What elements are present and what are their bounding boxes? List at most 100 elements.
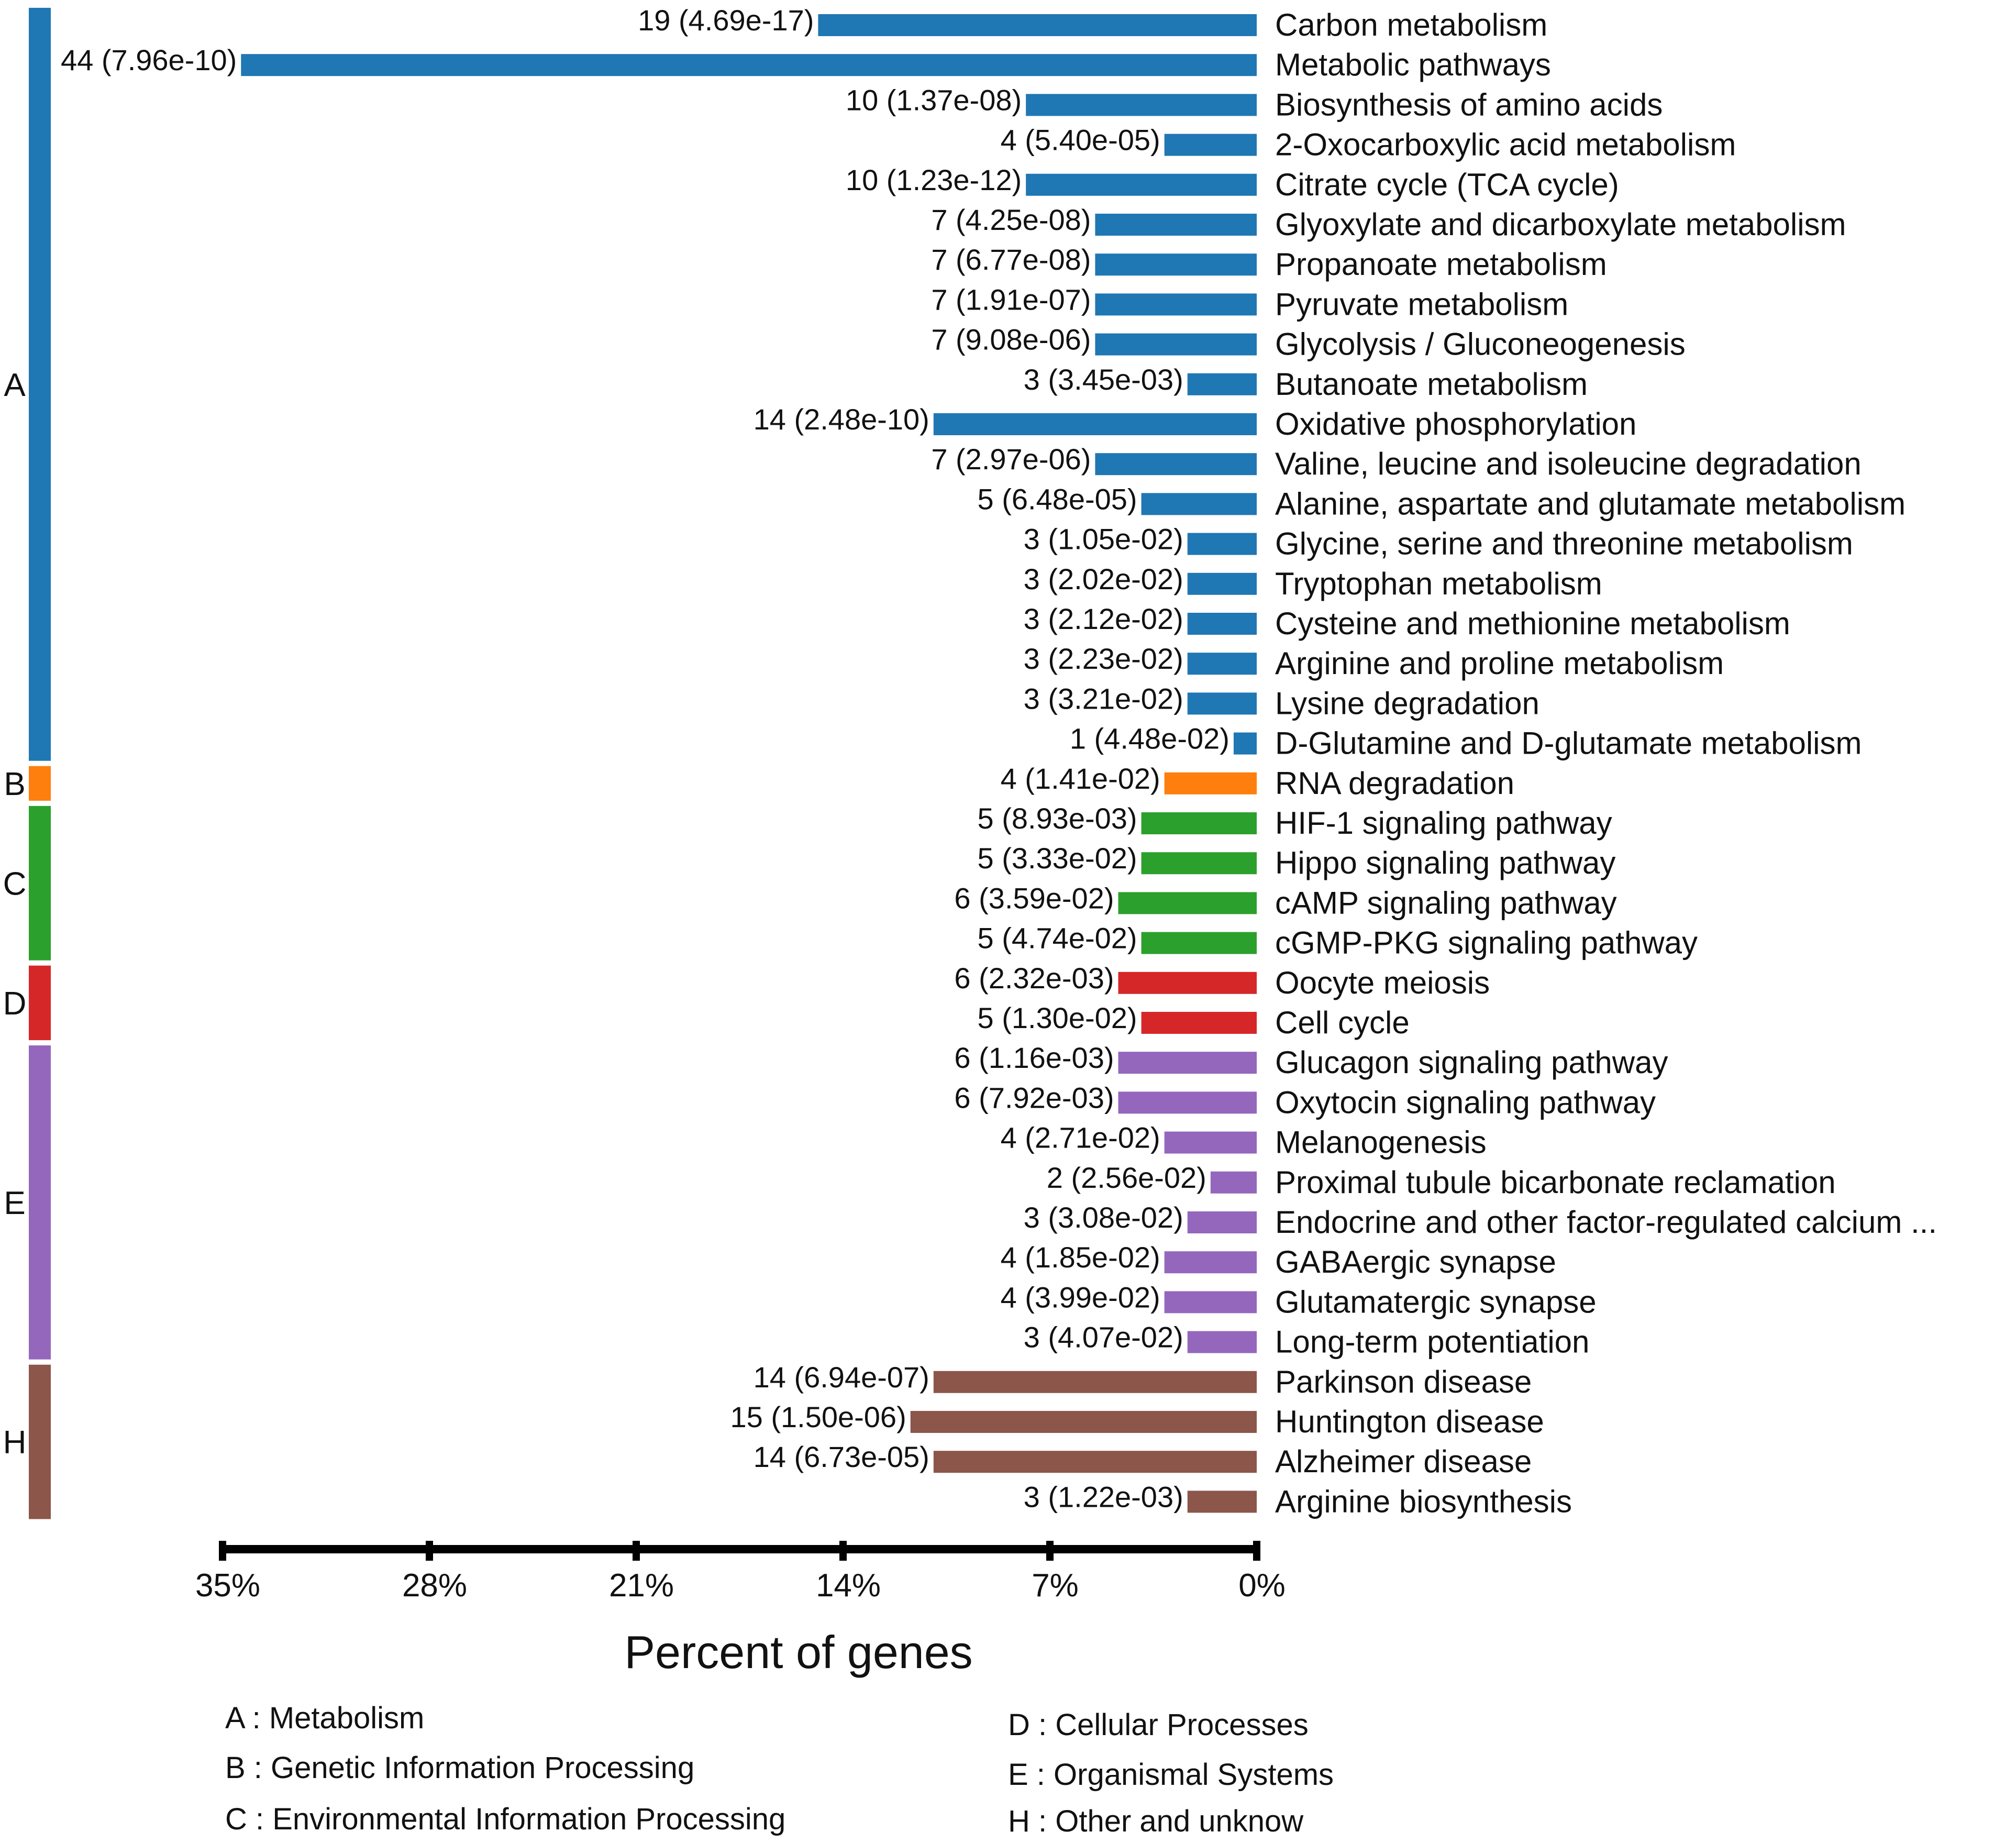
- group-label: H: [3, 1425, 27, 1461]
- pathway-label: Arginine and proline metabolism: [1275, 646, 1724, 681]
- category-legend: A : Metabolism B : Genetic Information Pr…: [225, 1701, 1334, 1838]
- pathway-label: Glutamatergic synapse: [1275, 1284, 1597, 1319]
- bar-value-label: 3 (2.23e-02): [1024, 642, 1183, 675]
- bar: [1187, 1211, 1257, 1233]
- legend-entry: D : Cellular Processes: [1008, 1708, 1309, 1742]
- group-label: D: [3, 986, 27, 1022]
- legend-entry: H : Other and unknow: [1008, 1804, 1304, 1838]
- bar: [1187, 1491, 1257, 1513]
- pathway-label: Citrate cycle (TCA cycle): [1275, 167, 1619, 202]
- bar: [1187, 533, 1257, 555]
- group-bar-d: [29, 965, 51, 1041]
- bar-value-label: 3 (1.22e-03): [1024, 1480, 1183, 1513]
- pathway-label: Propanoate metabolism: [1275, 247, 1607, 282]
- bar-value-label: 10 (1.37e-08): [846, 83, 1022, 116]
- group-bar-b: [29, 766, 51, 801]
- bar: [1026, 173, 1257, 196]
- pathway-label: Cysteine and methionine metabolism: [1275, 606, 1790, 641]
- group-label: C: [3, 866, 27, 902]
- pathway-label: RNA degradation: [1275, 766, 1514, 801]
- legend-entry: B : Genetic Information Processing: [225, 1751, 694, 1785]
- group-bar-a: [29, 7, 51, 761]
- pathway-label: Proximal tubule bicarbonate reclamation: [1275, 1165, 1836, 1200]
- bar: [1187, 373, 1257, 395]
- bar: [1118, 892, 1257, 914]
- bar: [1187, 653, 1257, 675]
- bar-value-label: 4 (1.85e-02): [1001, 1241, 1160, 1274]
- bar: [1095, 253, 1257, 276]
- bar-value-label: 15 (1.50e-06): [730, 1400, 906, 1433]
- pathway-label: GABAergic synapse: [1275, 1244, 1556, 1279]
- pathway-label: Long-term potentiation: [1275, 1325, 1589, 1360]
- bar-value-label: 3 (3.21e-02): [1024, 682, 1183, 715]
- legend-entry: C : Environmental Information Processing: [225, 1802, 785, 1836]
- pathway-label: Oxidative phosphorylation: [1275, 406, 1636, 442]
- pathway-label: Huntington disease: [1275, 1404, 1544, 1439]
- pathway-label: Parkinson disease: [1275, 1364, 1532, 1399]
- pathway-label: Alzheimer disease: [1275, 1444, 1532, 1479]
- bar: [1187, 613, 1257, 635]
- bar-value-label: 6 (7.92e-03): [954, 1081, 1114, 1114]
- pathway-label: D-Glutamine and D-glutamate metabolism: [1275, 726, 1862, 761]
- bar-value-label: 6 (3.59e-02): [954, 881, 1114, 914]
- bar-value-label: 7 (2.97e-06): [931, 443, 1091, 476]
- pathway-label: Cell cycle: [1275, 1005, 1410, 1040]
- pathway-label: cAMP signaling pathway: [1275, 885, 1617, 920]
- x-tick-label: 0%: [1238, 1568, 1286, 1604]
- bar-value-label: 7 (6.77e-08): [931, 243, 1091, 276]
- x-axis: 35% 28% 21% 14% 7% 0%: [195, 1541, 1286, 1604]
- bar-value-label: 2 (2.56e-02): [1047, 1161, 1206, 1194]
- bar-value-label: 5 (6.48e-05): [977, 482, 1137, 515]
- bar: [1141, 1012, 1257, 1034]
- bar: [1026, 94, 1257, 116]
- bar: [1118, 1052, 1257, 1074]
- bar-value-label: 3 (1.05e-02): [1024, 523, 1183, 556]
- bar-value-label: 6 (1.16e-03): [954, 1041, 1114, 1074]
- bar: [1164, 1291, 1257, 1314]
- group-bar-c: [29, 805, 51, 961]
- x-tick-label: 7%: [1032, 1568, 1079, 1604]
- pathway-label: Glycine, serine and threonine metabolism: [1275, 526, 1853, 561]
- pathway-label: HIF-1 signaling pathway: [1275, 805, 1612, 841]
- pathway-label: 2-Oxocarboxylic acid metabolism: [1275, 127, 1736, 162]
- bar-value-label: 3 (2.02e-02): [1024, 562, 1183, 595]
- group-label: E: [4, 1185, 25, 1221]
- legend-entry: A : Metabolism: [225, 1701, 424, 1735]
- bar: [1141, 493, 1257, 515]
- bar-value-label: 3 (3.45e-03): [1024, 363, 1183, 396]
- pathway-label: Valine, leucine and isoleucine degradati…: [1275, 446, 1862, 481]
- pathway-label: Butanoate metabolism: [1275, 367, 1588, 402]
- bar: [1233, 732, 1257, 755]
- bar-value-label: 4 (3.99e-02): [1001, 1281, 1160, 1314]
- bar-value-label: 5 (8.93e-03): [977, 802, 1137, 835]
- bar: [1164, 134, 1257, 156]
- x-tick-label: 35%: [195, 1568, 260, 1604]
- bar: [241, 54, 1257, 76]
- pathway-label: Biosynthesis of amino acids: [1275, 87, 1663, 122]
- bar: [933, 1451, 1257, 1473]
- bar-value-label: 10 (1.23e-12): [846, 163, 1022, 196]
- x-tick-label: 21%: [609, 1568, 674, 1604]
- pathway-label: Lysine degradation: [1275, 686, 1539, 721]
- bar: [1164, 772, 1257, 794]
- bar-value-label: 14 (6.73e-05): [754, 1440, 929, 1473]
- bar: [1210, 1171, 1257, 1194]
- pathway-label: Glycolysis / Gluconeogenesis: [1275, 327, 1686, 362]
- group-bar-h: [29, 1364, 51, 1519]
- bar-value-label: 7 (4.25e-08): [931, 203, 1091, 236]
- bar: [1095, 333, 1257, 356]
- bar-value-label: 4 (5.40e-05): [1001, 124, 1160, 157]
- bar-value-label: 5 (1.30e-02): [977, 1001, 1137, 1034]
- bar: [933, 413, 1257, 435]
- bar: [1187, 572, 1257, 595]
- x-tick-label: 28%: [402, 1568, 467, 1604]
- bar: [1141, 812, 1257, 834]
- bar-value-label: 4 (1.41e-02): [1001, 762, 1160, 795]
- bar: [1095, 214, 1257, 236]
- bar-value-label: 5 (4.74e-02): [977, 922, 1137, 955]
- bar: [818, 14, 1257, 36]
- bar: [1095, 453, 1257, 476]
- x-tick-label: 14%: [816, 1568, 881, 1604]
- bar-value-label: 6 (2.32e-03): [954, 962, 1114, 995]
- bar-value-label: 3 (3.08e-02): [1024, 1201, 1183, 1234]
